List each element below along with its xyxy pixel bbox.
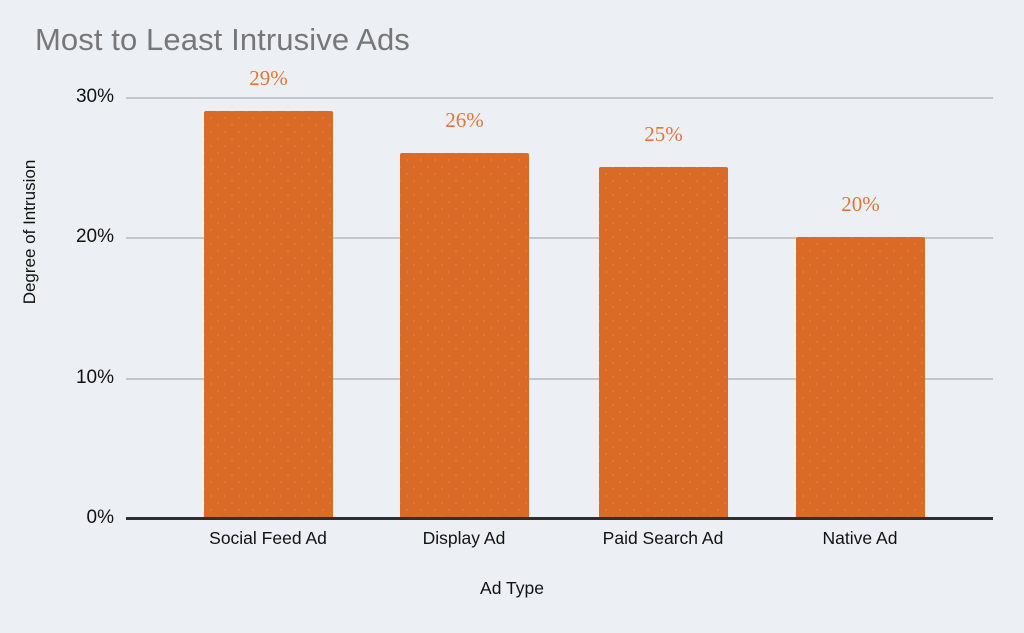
x-tick-label-native-ad: Native Ad [822,528,898,548]
bar-display-ad[interactable] [400,153,529,518]
gridline-30 [126,97,993,99]
bar-native-ad[interactable] [796,237,925,518]
y-tick-label-10: 10% [75,367,114,388]
gridline-20 [126,237,993,239]
data-label-paid-search-ad: 25% [644,122,683,146]
chart-title: Most to Least Intrusive Ads [35,22,410,57]
x-tick-label-display-ad: Display Ad [422,528,506,548]
data-label-social-feed-ad: 29% [249,66,288,90]
data-label-native-ad: 20% [841,192,880,216]
y-tick-label-20: 20% [75,226,114,247]
gridline-10 [126,378,993,380]
x-axis-title: Ad Type [480,578,544,598]
y-axis-tick-labels: 30% 20% 10% 0% [0,0,114,633]
bar-paid-search-ad[interactable] [599,167,728,518]
x-tick-label-social-feed-ad: Social Feed Ad [209,528,327,548]
data-label-display-ad: 26% [445,108,484,132]
x-axis-line [126,517,993,520]
bar-social-feed-ad[interactable] [204,111,333,518]
y-tick-label-30: 30% [75,86,114,107]
y-axis-title: Degree of Intrusion [20,159,39,305]
x-tick-label-paid-search-ad: Paid Search Ad [602,528,724,548]
y-tick-label-0: 0% [86,507,114,528]
plot-area [126,97,993,520]
